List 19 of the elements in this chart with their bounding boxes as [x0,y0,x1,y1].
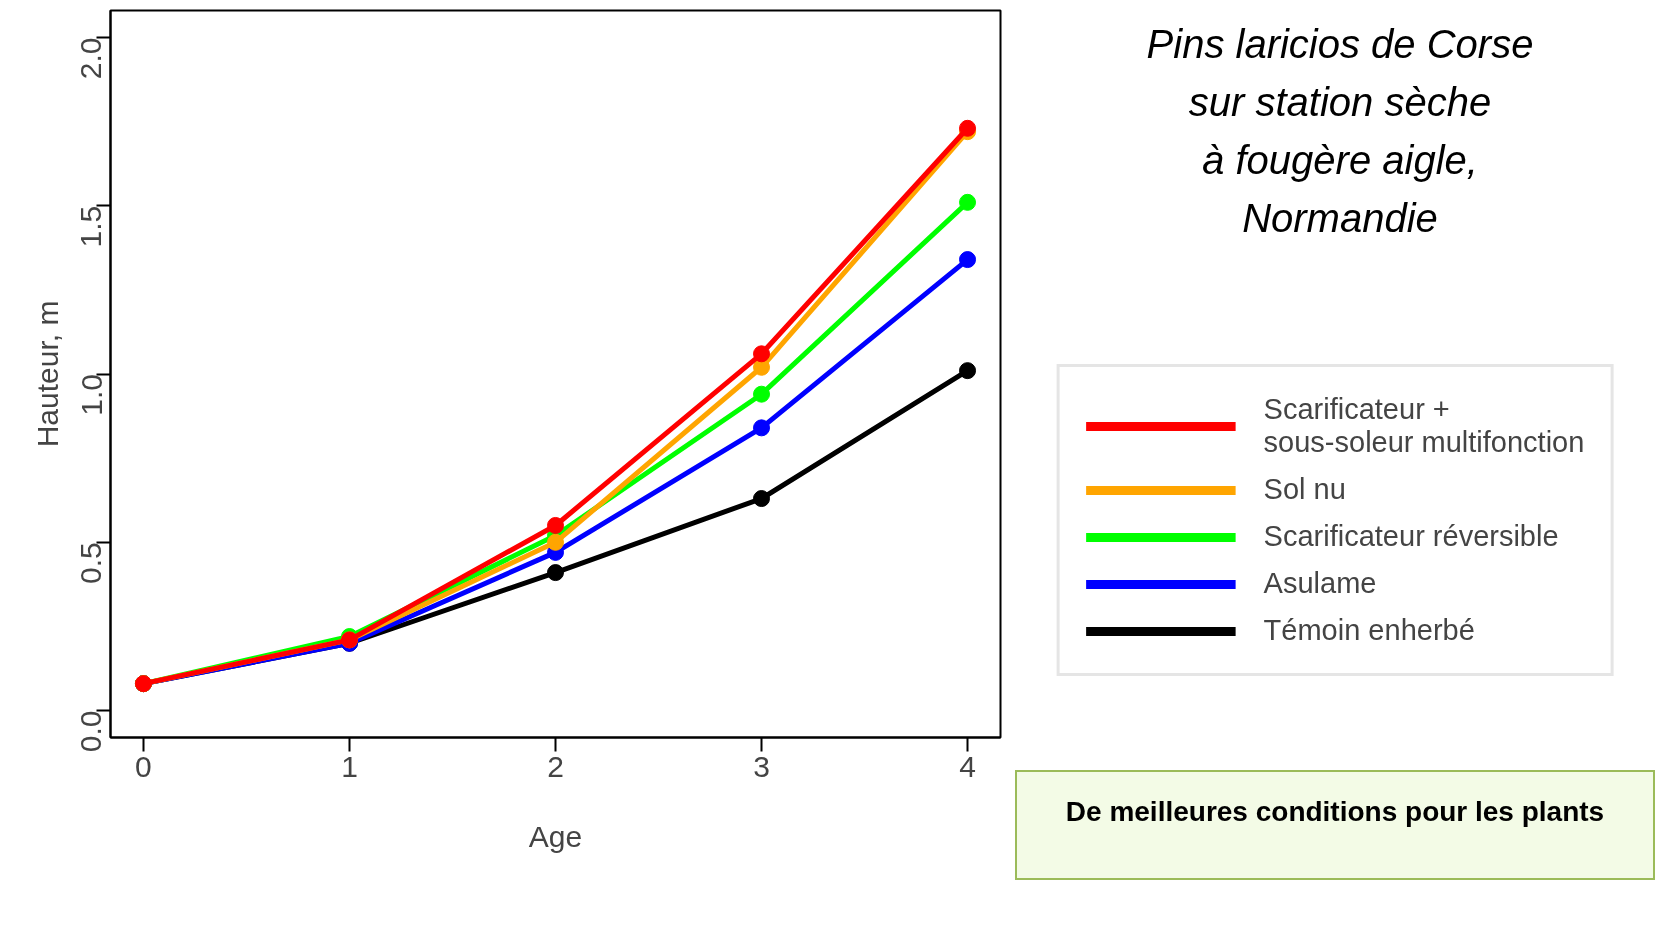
text: Témoin enherbé [1263,614,1475,647]
text: Pins laricios de Corse sur station sèche à fougère aigle, Normandie [1146,21,1534,242]
y-tick-label: 0.5 [74,542,108,584]
y-tick-label: 1.0 [74,373,108,416]
y-tick-label: 1.5 [74,205,108,248]
x-axis-title: Age [528,819,583,853]
x-tick-label: 1 [341,749,358,783]
x-tick-label: 4 [959,749,976,783]
text: Sol nu [1263,473,1346,506]
text: De meilleures conditions pour les plants [1065,795,1605,829]
x-tick-label: 3 [753,749,770,783]
text: Scarificateur + sous-soleur multifonction [1263,393,1585,459]
x-tick-label: 2 [547,749,564,783]
y-tick-label: 2.0 [74,37,108,80]
y-axis-title: Hauteur, m [30,300,64,448]
text: Asulame [1263,567,1377,600]
text: Scarificateur réversible [1263,520,1559,553]
x-tick-label: 0 [135,749,152,783]
y-tick-label: 0.0 [74,710,108,753]
